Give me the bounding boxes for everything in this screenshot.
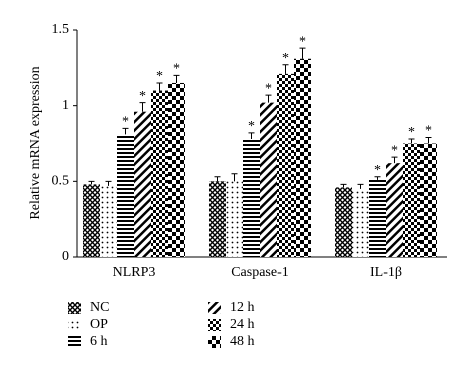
significance-label: *: [425, 124, 432, 139]
error-bar: [139, 102, 146, 112]
error-bar: [214, 176, 221, 182]
significance-label: *: [139, 89, 146, 104]
significance-label: *: [122, 115, 129, 130]
error-bar: [299, 47, 306, 59]
bar: [369, 179, 386, 257]
legend-label: 48 h: [230, 334, 255, 349]
error-bar: [122, 127, 129, 135]
x-tick-label: NLRP3: [113, 265, 156, 280]
significance-label: *: [299, 34, 306, 49]
legend-label: 12 h: [230, 300, 255, 315]
legend-swatch: [208, 302, 221, 314]
significance-label: *: [374, 163, 381, 178]
error-bar: [248, 132, 255, 139]
y-tick-label: 1.5: [52, 22, 70, 37]
error-bar: [408, 138, 415, 144]
y-tick-label: 0.5: [52, 174, 70, 189]
error-bar: [231, 173, 238, 182]
error-bar: [391, 156, 398, 164]
error-bar: [105, 180, 112, 186]
bar: [294, 58, 311, 258]
legend-label: OP: [90, 317, 108, 332]
x-tick-label: Caspase-1: [231, 265, 289, 280]
bar: [352, 188, 369, 257]
bar: [151, 90, 168, 258]
legend-label: 24 h: [230, 317, 255, 332]
bar: [83, 184, 100, 257]
bar: [335, 187, 352, 257]
significance-label: *: [265, 81, 272, 96]
bar: [134, 111, 151, 257]
bar: [277, 73, 294, 258]
bar: [117, 134, 134, 257]
legend-swatch: [68, 302, 81, 314]
legend-label: 6 h: [90, 334, 108, 349]
bar: [226, 181, 243, 257]
y-tick-label: 1: [62, 98, 69, 113]
significance-label: *: [173, 62, 180, 77]
legend-label: NC: [90, 300, 109, 315]
error-bar: [156, 82, 163, 91]
legend-swatch: [208, 319, 221, 331]
bar: [260, 102, 277, 257]
error-bar: [425, 136, 432, 144]
error-bar: [374, 176, 381, 180]
significance-label: *: [408, 125, 415, 140]
error-bar: [265, 94, 272, 103]
significance-label: *: [248, 119, 255, 134]
bar: [209, 181, 226, 257]
x-tick-label: IL-1β: [370, 265, 402, 280]
bar: [420, 143, 437, 257]
error-bar: [340, 183, 347, 188]
error-bar: [282, 64, 289, 74]
legend-swatch: [208, 336, 221, 348]
bar: [168, 82, 185, 257]
legend-swatch: [68, 336, 81, 348]
y-axis-label: Relative mRNA expression: [28, 66, 43, 219]
significance-label: *: [282, 51, 289, 66]
bar: [386, 163, 403, 257]
bar: [403, 143, 420, 257]
legend-swatch: [68, 319, 81, 331]
significance-label: *: [391, 143, 398, 158]
error-bar: [88, 180, 95, 185]
bar: [100, 185, 117, 257]
significance-label: *: [156, 69, 163, 84]
error-bar: [357, 183, 364, 189]
bar: [243, 138, 260, 257]
error-bar: [173, 74, 180, 83]
y-tick-label: 0: [62, 249, 69, 264]
